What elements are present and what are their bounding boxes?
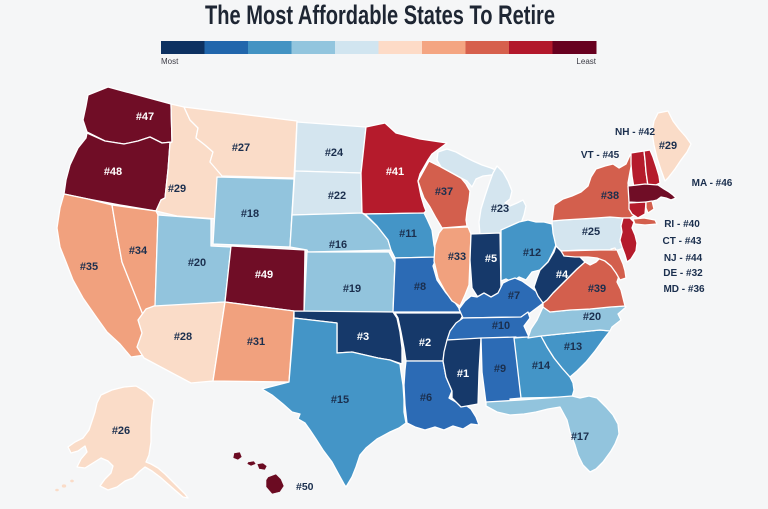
svg-text:#24: #24 bbox=[325, 147, 344, 159]
svg-text:#13: #13 bbox=[564, 341, 582, 353]
svg-text:MA - #46: MA - #46 bbox=[692, 178, 733, 189]
svg-text:NH - #42: NH - #42 bbox=[615, 127, 655, 138]
svg-text:#20: #20 bbox=[188, 257, 206, 269]
svg-text:#34: #34 bbox=[129, 245, 148, 257]
svg-text:#15: #15 bbox=[331, 394, 349, 406]
svg-text:The Most Affordable States To: The Most Affordable States To Retire bbox=[205, 0, 555, 30]
svg-text:#31: #31 bbox=[247, 336, 265, 348]
svg-text:CT - #43: CT - #43 bbox=[663, 236, 702, 247]
svg-text:#18: #18 bbox=[241, 208, 259, 220]
svg-text:#4: #4 bbox=[556, 269, 569, 281]
svg-text:#17: #17 bbox=[571, 431, 589, 443]
svg-text:#28: #28 bbox=[174, 331, 192, 343]
svg-text:#8: #8 bbox=[414, 281, 426, 293]
svg-text:DE - #32: DE - #32 bbox=[663, 268, 703, 279]
svg-text:#35: #35 bbox=[80, 261, 98, 273]
svg-text:#12: #12 bbox=[523, 247, 541, 259]
svg-text:#5: #5 bbox=[485, 253, 497, 265]
svg-text:#26: #26 bbox=[112, 425, 130, 437]
svg-text:#41: #41 bbox=[386, 166, 404, 178]
svg-text:#1: #1 bbox=[457, 368, 469, 380]
svg-text:#2: #2 bbox=[419, 337, 431, 349]
svg-text:RI - #40: RI - #40 bbox=[664, 219, 700, 230]
svg-text:#23: #23 bbox=[491, 203, 509, 215]
svg-text:#33: #33 bbox=[448, 251, 466, 263]
svg-text:Most: Most bbox=[161, 57, 179, 66]
svg-text:#49: #49 bbox=[255, 269, 273, 281]
svg-text:#22: #22 bbox=[328, 190, 346, 202]
svg-text:#29: #29 bbox=[659, 140, 677, 152]
svg-text:#20: #20 bbox=[583, 311, 601, 323]
svg-text:#3: #3 bbox=[357, 331, 369, 343]
svg-text:#10: #10 bbox=[492, 320, 510, 332]
svg-text:#48: #48 bbox=[104, 166, 122, 178]
svg-text:#27: #27 bbox=[232, 142, 250, 154]
svg-text:#6: #6 bbox=[420, 392, 432, 404]
svg-text:#25: #25 bbox=[582, 226, 600, 238]
svg-text:#39: #39 bbox=[588, 283, 606, 295]
svg-text:Least: Least bbox=[576, 57, 596, 66]
svg-text:#11: #11 bbox=[399, 228, 417, 240]
svg-text:#29: #29 bbox=[168, 183, 186, 195]
svg-text:VT - #45: VT - #45 bbox=[581, 150, 620, 161]
svg-text:#7: #7 bbox=[508, 290, 520, 302]
svg-text:#47: #47 bbox=[136, 111, 154, 123]
svg-text:MD - #36: MD - #36 bbox=[663, 284, 705, 295]
svg-text:#16: #16 bbox=[329, 239, 347, 251]
svg-text:#37: #37 bbox=[435, 186, 453, 198]
svg-text:NJ - #44: NJ - #44 bbox=[664, 253, 703, 264]
svg-text:#38: #38 bbox=[601, 190, 619, 202]
svg-text:#50: #50 bbox=[296, 481, 314, 493]
svg-text:#9: #9 bbox=[494, 363, 506, 375]
svg-text:#19: #19 bbox=[343, 283, 361, 295]
svg-text:#14: #14 bbox=[532, 360, 551, 372]
